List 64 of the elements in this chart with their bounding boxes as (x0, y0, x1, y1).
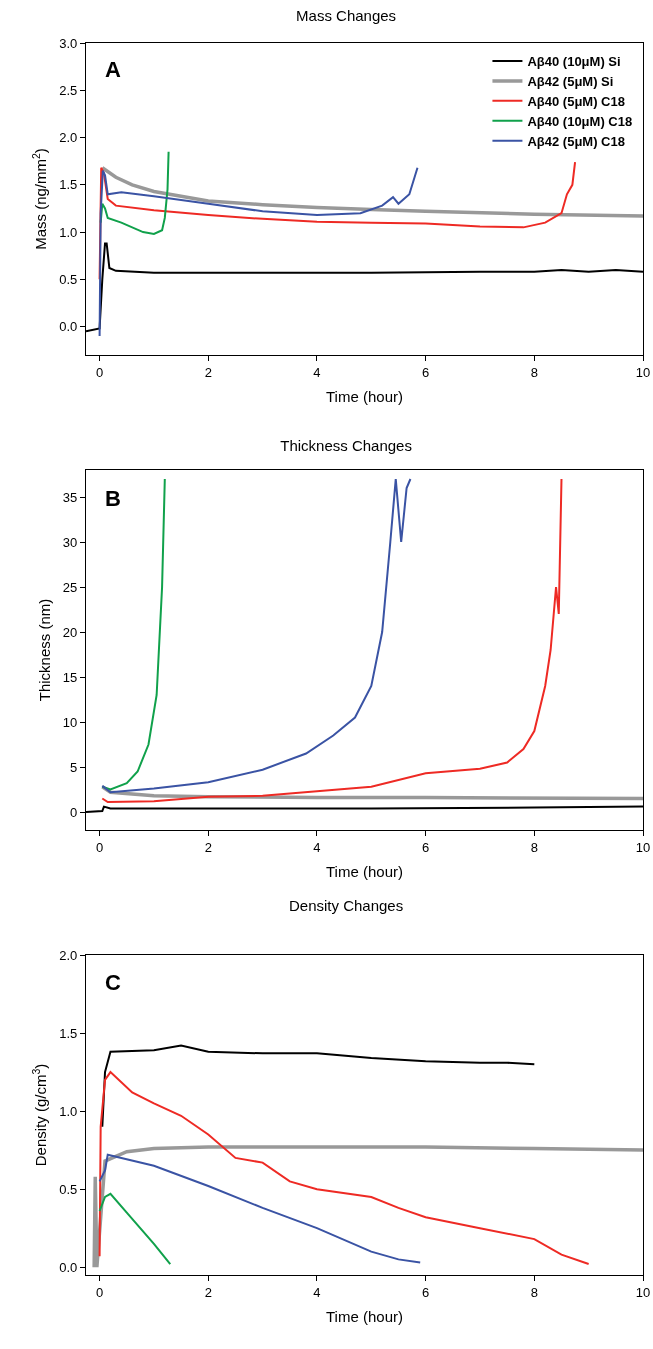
y-tick-label: 20 (62, 624, 78, 640)
y-tick-label: 1.0 (59, 224, 78, 240)
line-series (100, 166, 643, 218)
y-tick-label: 15 (62, 669, 78, 685)
y-tick-label: 10 (62, 714, 78, 730)
x-tick-label: 6 (422, 1284, 430, 1300)
y-tick-label: 2.0 (59, 130, 78, 146)
x-tick-label: 10 (635, 839, 651, 855)
x-tick-label: 8 (530, 839, 538, 855)
chart-title: Mass Changes (296, 6, 397, 24)
line-series (101, 478, 563, 804)
x-tick-label: 4 (313, 1284, 321, 1300)
x-tick-label: 2 (204, 839, 212, 855)
chart-title: Density Changes (288, 896, 404, 914)
x-axis-title: Time (hour) (326, 862, 403, 880)
x-axis-title: Time (hour) (326, 387, 403, 405)
line-series (101, 478, 412, 794)
line-series (98, 1192, 172, 1266)
y-tick-label: 30 (62, 534, 78, 550)
y-tick-label: 0.0 (59, 319, 78, 335)
y-tick-label: 1.5 (59, 1025, 78, 1041)
chart-title: Thickness Changes (280, 436, 412, 454)
y-tick-label: 1.5 (59, 177, 78, 193)
line-series (98, 1153, 422, 1264)
y-tick-label: 25 (62, 579, 78, 595)
x-tick-label: 2 (204, 364, 212, 380)
line-series (98, 1071, 590, 1266)
y-tick-label: 35 (62, 489, 78, 505)
y-tick-label: 0.5 (59, 271, 78, 287)
line-series (99, 150, 170, 235)
y-tick-label: 2.5 (59, 82, 78, 98)
legend-label: Aβ40 (5μM) C18 (527, 93, 625, 109)
annotation: C (105, 970, 121, 995)
x-axis-title: Time (hour) (326, 1307, 403, 1325)
x-tick-label: 6 (422, 839, 430, 855)
x-tick-label: 4 (313, 364, 321, 380)
y-axis-title: Thickness (nm) (36, 598, 54, 702)
y-tick-label: 2.0 (59, 947, 78, 963)
x-tick-label: 2 (204, 1284, 212, 1300)
x-tick-label: 8 (530, 364, 538, 380)
x-tick-label: 0 (95, 364, 104, 380)
x-tick-label: 0 (95, 1284, 104, 1300)
x-tick-label: 4 (313, 839, 321, 855)
y-tick-label: 0.0 (59, 1259, 78, 1275)
legend-label: Aβ42 (5μM) C18 (527, 133, 625, 149)
annotation: B (105, 486, 121, 511)
legend-label: Aβ42 (5μM) Si (527, 74, 614, 90)
y-tick-label: 1.0 (59, 1103, 78, 1119)
line-series (92, 1145, 643, 1269)
x-tick-label: 0 (95, 839, 104, 855)
legend-label: Aβ40 (10μM) Si (527, 54, 621, 70)
x-tick-label: 10 (635, 364, 651, 380)
line-series (98, 166, 419, 338)
y-tick-label: 0.5 (59, 1181, 78, 1197)
line-series (101, 1044, 536, 1128)
annotation: A (105, 57, 121, 82)
legend-label: Aβ40 (10μM) C18 (527, 113, 633, 129)
y-tick-label: 3.0 (59, 35, 78, 51)
y-tick-label: 0 (70, 804, 78, 820)
x-tick-label: 10 (635, 1284, 651, 1300)
y-tick-label: 5 (70, 759, 78, 775)
line-series (101, 478, 166, 791)
x-tick-label: 6 (422, 364, 430, 380)
x-tick-label: 8 (530, 1284, 538, 1300)
